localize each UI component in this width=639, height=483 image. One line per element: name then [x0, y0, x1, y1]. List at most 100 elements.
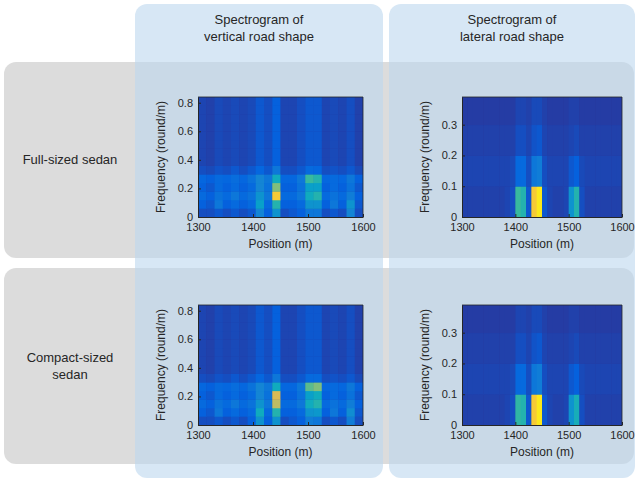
heatmap-cell	[248, 348, 257, 357]
heatmap-cell	[223, 348, 232, 357]
heatmap-cell	[526, 155, 532, 186]
heatmap-cell	[355, 148, 363, 157]
heatmap-cell	[537, 125, 543, 156]
heatmap-cell	[289, 166, 298, 175]
heatmap-cell	[206, 208, 215, 217]
heatmap-cell	[338, 97, 347, 106]
heatmap-cell	[231, 339, 240, 348]
heatmap-cell	[297, 200, 306, 209]
heatmap-cell	[297, 166, 306, 175]
heatmap-cell	[330, 374, 339, 383]
heatmap-cell	[569, 363, 575, 394]
heatmap-cell	[531, 333, 537, 364]
heatmap-cell	[585, 363, 591, 394]
column-title: Spectrogram ofvertical road shape	[204, 12, 314, 44]
heatmap-cell	[338, 157, 347, 166]
heatmap-cell	[231, 408, 240, 417]
heatmap-cell	[297, 157, 306, 166]
heatmap-cell	[281, 356, 290, 365]
chart: 130014001500160000.10.20.3Position (m)Fr…	[418, 305, 635, 459]
x-tick: 1400	[504, 214, 528, 233]
heatmap-cell	[338, 140, 347, 149]
heatmap-cell	[355, 382, 363, 391]
heatmap-cell	[478, 305, 484, 333]
y-tick: 0.8	[178, 97, 201, 109]
heatmap-cell	[272, 416, 281, 425]
heatmap-cell	[256, 114, 265, 123]
heatmap-cell	[355, 331, 363, 340]
heatmap-cell	[494, 363, 500, 394]
heatmap-cell	[215, 191, 224, 200]
heatmap-cell	[297, 208, 306, 217]
y-axis: 00.10.20.3	[442, 306, 465, 432]
heatmap-cell	[526, 186, 532, 217]
tick-mark	[308, 422, 309, 425]
heatmap-cell	[289, 131, 298, 140]
heatmap-cell	[347, 314, 356, 323]
heatmap-cell	[347, 348, 356, 357]
heatmap-cell	[198, 174, 207, 183]
heatmap-cell	[505, 186, 511, 217]
heatmap-cell	[281, 166, 290, 175]
x-tick: 1500	[296, 422, 320, 441]
heatmap-cell	[215, 106, 224, 115]
heatmap-cell	[264, 148, 273, 157]
heatmap-cell	[223, 322, 232, 331]
heatmap-cell	[558, 125, 564, 156]
heatmap-cell	[272, 305, 281, 314]
heatmap-cell	[272, 356, 281, 365]
heatmap-cell	[198, 123, 207, 132]
heatmap-cell	[215, 399, 224, 408]
heatmap-cell	[198, 157, 207, 166]
heatmap-cell	[256, 148, 265, 157]
heatmap-cell	[595, 125, 601, 156]
heatmap-cell	[248, 208, 257, 217]
heatmap-cell	[198, 391, 207, 400]
heatmap-cell	[478, 394, 484, 425]
heatmap-cell	[338, 148, 347, 157]
tick-label: 1600	[610, 221, 634, 233]
heatmap-cell	[355, 114, 363, 123]
heatmap-cell	[281, 191, 290, 200]
row-title: Full-sized sedan	[23, 152, 118, 167]
heatmap-cell	[198, 191, 207, 200]
heatmap-cell	[281, 200, 290, 209]
heatmap-cell	[510, 363, 516, 394]
heatmap-cell	[606, 394, 612, 425]
heatmap-cell	[563, 305, 569, 333]
heatmap-cell	[347, 416, 356, 425]
heatmap-cell	[281, 322, 290, 331]
heatmap-cell	[314, 148, 323, 157]
heatmap-cell	[338, 305, 347, 314]
heatmap-cell	[510, 394, 516, 425]
heatmap-cell	[223, 408, 232, 417]
heatmap-cell	[355, 166, 363, 175]
heatmap-cell	[215, 374, 224, 383]
tick-label: 1600	[610, 429, 634, 441]
heatmap-cell	[314, 374, 323, 383]
tick-mark	[198, 425, 201, 426]
heatmap-cell	[248, 166, 257, 175]
heatmap-cell	[563, 394, 569, 425]
heatmap-cell	[198, 131, 207, 140]
heatmap-cell	[256, 348, 265, 357]
heatmap-cell	[231, 356, 240, 365]
heatmap-cell	[281, 399, 290, 408]
heatmap-cell	[248, 140, 257, 149]
heatmap-cell	[198, 374, 207, 383]
heatmap-cell	[289, 305, 298, 314]
tick-mark	[569, 214, 570, 217]
heatmap-cell	[558, 155, 564, 186]
tick-label: 0.2	[442, 149, 457, 161]
heatmap-cell	[289, 348, 298, 357]
heatmap-cell	[297, 348, 306, 357]
heatmap-cell	[297, 191, 306, 200]
y-tick: 0.3	[442, 119, 465, 131]
heatmap-cell	[297, 399, 306, 408]
heatmap-cell	[256, 356, 265, 365]
heatmap-cell	[574, 305, 580, 333]
heatmap-cell	[281, 416, 290, 425]
heatmap-cell	[264, 131, 273, 140]
heatmap-cell	[542, 305, 548, 333]
heatmap-cell	[256, 166, 265, 175]
